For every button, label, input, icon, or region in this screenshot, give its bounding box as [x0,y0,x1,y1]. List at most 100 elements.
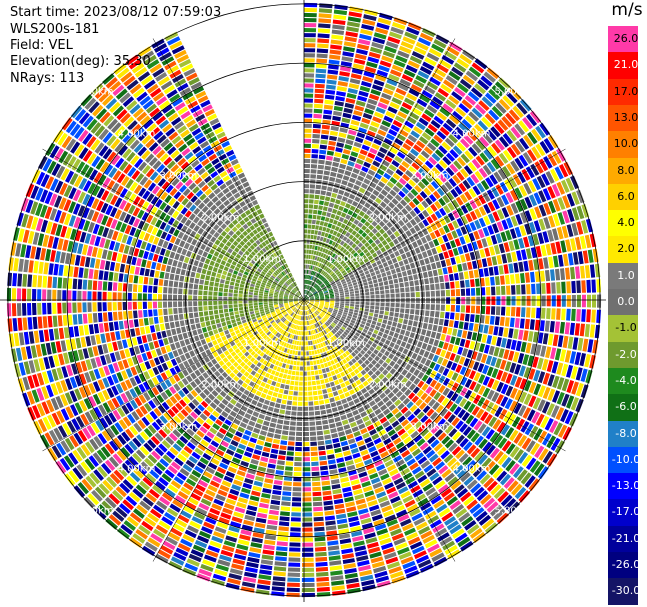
velocity-cell [359,307,364,311]
velocity-cell [259,351,265,357]
velocity-cell [508,176,518,188]
velocity-cell [203,521,215,530]
velocity-cell [517,451,529,464]
velocity-cell [441,141,452,151]
velocity-cell [395,288,400,293]
velocity-cell [292,401,298,406]
velocity-cell [172,429,182,438]
velocity-cell [434,220,442,229]
velocity-cell [420,291,425,297]
velocity-cell [169,395,178,405]
velocity-cell [350,319,356,324]
velocity-cell [444,312,450,319]
velocity-cell [311,314,314,319]
velocity-cell [213,329,219,335]
velocity-cell [361,166,369,173]
velocity-cell [169,367,177,376]
velocity-cell [393,230,400,238]
velocity-cell [278,526,289,532]
velocity-cell [346,134,356,141]
velocity-cell [442,194,450,204]
velocity-cell [296,325,299,330]
velocity-cell [425,291,430,297]
velocity-cell [304,296,309,300]
velocity-cell [230,341,236,347]
velocity-cell [534,161,544,174]
velocity-cell [482,227,490,237]
velocity-cell [266,468,275,474]
velocity-cell [319,305,324,308]
velocity-cell [315,420,322,426]
velocity-cell [420,460,431,469]
velocity-cell [102,377,110,388]
velocity-cell [229,488,240,496]
velocity-cell [312,282,316,287]
velocity-cell [298,320,301,325]
velocity-cell [87,493,100,506]
velocity-cell [172,523,185,533]
velocity-cell [316,267,320,272]
velocity-cell [161,362,169,371]
velocity-cell [325,383,331,388]
velocity-cell [462,426,472,437]
velocity-cell [308,292,312,296]
velocity-cell [382,547,395,555]
velocity-cell [350,151,359,158]
velocity-cell [327,459,336,465]
velocity-cell [324,378,329,384]
velocity-cell [315,344,319,349]
velocity-cell [271,443,280,449]
velocity-cell [279,315,284,319]
velocity-cell [409,210,417,218]
velocity-cell [409,444,418,453]
velocity-cell [337,462,346,468]
velocity-cell [472,260,478,269]
velocity-cell [304,163,311,169]
velocity-cell [346,26,359,33]
velocity-cell [143,402,152,412]
velocity-cell [354,246,360,252]
velocity-cell [473,269,479,278]
velocity-cell [117,527,130,540]
velocity-cell [97,466,108,478]
velocity-cell [80,413,90,426]
velocity-cell [391,198,399,206]
velocity-cell [387,429,396,437]
velocity-cell [446,360,453,369]
velocity-cell [279,409,286,415]
velocity-cell [543,138,555,152]
velocity-cell [497,491,509,503]
velocity-cell [360,449,369,456]
velocity-cell [184,352,191,360]
velocity-cell [454,185,463,195]
velocity-cell [575,266,581,279]
velocity-cell [531,283,536,295]
velocity-cell [377,242,384,249]
velocity-cell [352,200,359,207]
velocity-cell [391,420,400,428]
velocity-cell [479,249,486,258]
velocity-cell [313,260,317,266]
velocity-cell [319,149,327,155]
velocity-cell [156,394,165,404]
velocity-cell [313,329,317,334]
velocity-cell [242,576,257,583]
velocity-cell [351,530,363,537]
velocity-cell [313,306,317,310]
velocity-cell [478,206,487,216]
velocity-cell [324,254,329,260]
velocity-cell [346,433,354,440]
velocity-cell [310,325,313,330]
velocity-cell [456,207,464,217]
velocity-cell [352,343,358,349]
velocity-cell [369,400,376,407]
velocity-cell [370,324,376,329]
velocity-cell [298,346,301,351]
velocity-cell [210,373,217,381]
velocity-cell [324,291,329,294]
velocity-cell [296,303,300,307]
velocity-cell [308,304,312,307]
velocity-cell [332,375,338,381]
velocity-cell [117,360,125,371]
velocity-cell [241,348,247,354]
